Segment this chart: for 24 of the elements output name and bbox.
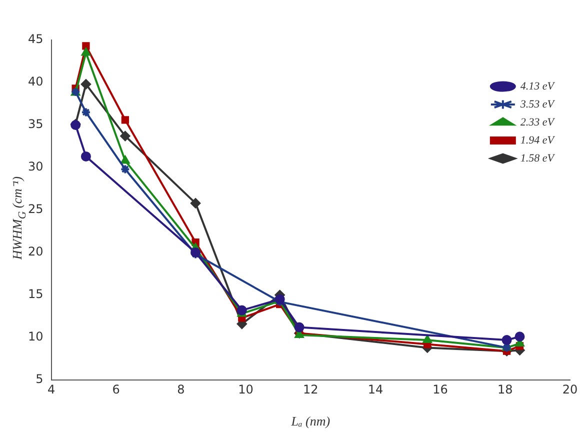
x-tick-label: 20 xyxy=(562,382,578,396)
y-tick-label: 15 xyxy=(28,287,44,302)
y-tick-label: 45 xyxy=(28,32,44,46)
x-tick-label: 4 xyxy=(47,382,56,396)
x-tick-label: 10 xyxy=(238,382,254,396)
legend-label: 4.13 eV xyxy=(520,80,556,92)
y-tick-label: 30 xyxy=(28,160,44,174)
legend-label: 1.58 eV xyxy=(520,152,556,164)
x-tick-label: 6 xyxy=(112,382,120,396)
y-tick-label: 25 xyxy=(28,202,44,216)
legend-label: 2.33 eV xyxy=(520,116,556,128)
x-tick-label: 18 xyxy=(498,382,513,396)
y-tick-label: 20 xyxy=(28,244,44,259)
x-axis-title: Lₐ (nm) xyxy=(290,414,330,429)
x-tick-label: 14 xyxy=(368,382,384,396)
x-tick-label: 16 xyxy=(432,382,448,396)
x-tick-label: 8 xyxy=(177,382,185,396)
legend-label: 1.94 eV xyxy=(520,134,556,146)
x-tick-label: 12 xyxy=(302,382,318,396)
legend-label: 3.53 eV xyxy=(519,98,556,110)
y-tick-label: 40 xyxy=(28,74,44,89)
y-tick-label: 5 xyxy=(36,372,44,386)
y-tick-label: 10 xyxy=(28,330,44,344)
y-tick-label: 35 xyxy=(28,117,44,132)
